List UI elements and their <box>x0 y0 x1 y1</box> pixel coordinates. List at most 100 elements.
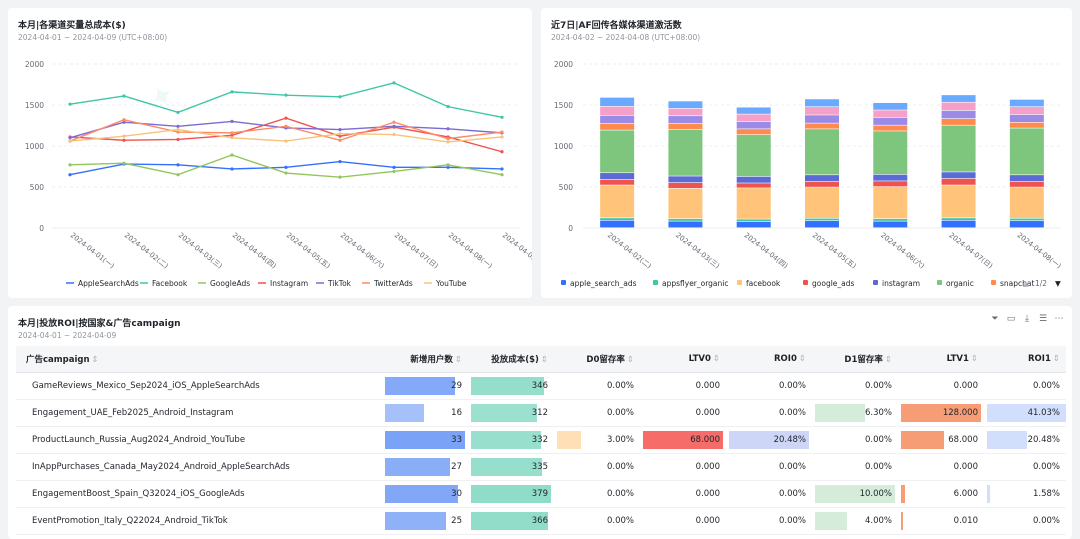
cell-ltv1: 0.010 <box>898 507 984 535</box>
cell-campaign: EventPromotion_Italy_Q22024_Android_TikT… <box>16 507 382 535</box>
line-y-tick-label: 2000 <box>25 60 44 69</box>
cell-value: 41.03% <box>1027 407 1060 418</box>
filter-icon[interactable]: ⏷ <box>991 314 999 324</box>
line-chart[interactable]: 0 500 1000 1500 2000 2024-04-01(一) 2024-04-02(… <box>8 8 532 298</box>
cell-value: 0.00% <box>1032 380 1060 391</box>
list-icon[interactable]: ☰ <box>1038 314 1048 324</box>
cell-cost: 332 <box>468 426 554 454</box>
cell-d1: 0.00% <box>812 453 898 481</box>
cell-value: 20.48% <box>773 434 806 445</box>
sort-icon[interactable]: ⇕ <box>798 353 806 364</box>
line-y-tick-label: 500 <box>30 183 45 192</box>
cell-value: 0.000 <box>953 461 978 472</box>
cell-bar-new_users <box>385 484 458 503</box>
line-point-GoogleAds <box>446 163 450 167</box>
bar-segment-google_ads <box>941 178 976 185</box>
column-header-ltv1[interactable]: LTV1 ⇕ <box>898 346 984 373</box>
line-point-Facebook <box>284 93 288 97</box>
table-row[interactable]: ProductLaunch_Russia_Aug2024_Android_You… <box>16 426 1066 454</box>
table-row[interactable]: InAppPurchases_Canada_May2024_Android_Ap… <box>16 453 1066 481</box>
stacked-bar-chart[interactable]: 0 500 1000 1500 2000 2024-04-02(二) 2024-04-03(… <box>541 8 1072 298</box>
sort-icon[interactable]: ⇕ <box>970 353 978 364</box>
cell-value: 0.00% <box>606 380 634 391</box>
column-header-roi0[interactable]: ROI0 ⇕ <box>726 346 812 373</box>
sort-icon[interactable]: ⇕ <box>1052 353 1060 364</box>
bar-legend-pager: 1/2 <box>1035 279 1047 288</box>
cell-value: 0.00% <box>864 380 892 391</box>
bar-segment-tiktok <box>600 115 635 124</box>
bar-segment-organic <box>805 129 839 175</box>
table-row[interactable]: GameReviews_Mexico_Sep2024_iOS_AppleSear… <box>16 372 1066 400</box>
bar-segment-tiktok <box>805 115 839 123</box>
bar-segment-appsflyer_organic <box>941 218 976 221</box>
cell-value: EngagementBoost_Spain_Q32024_iOS_GoogleA… <box>32 488 245 499</box>
cell-new_users: 16 <box>382 399 468 427</box>
bar-legend-label: facebook <box>746 279 781 288</box>
sort-icon[interactable]: ⇕ <box>540 354 548 365</box>
bar-segment-apple_search_ads <box>805 221 839 228</box>
cell-bar-d0 <box>557 430 581 449</box>
cell-bar-roi1 <box>987 403 1066 422</box>
table-row[interactable]: EventPromotion_Italy_Q22024_Android_TikT… <box>16 507 1066 535</box>
bar-segment-instagram <box>941 172 976 179</box>
cell-value: 29 <box>451 380 462 391</box>
line-point-TwitterAds <box>122 118 126 122</box>
table-row[interactable]: Engagement_UAE_Feb2025_Android_Instagram… <box>16 399 1066 427</box>
line-point-GoogleAds <box>176 173 180 177</box>
bar-segment-twitter <box>736 114 771 122</box>
column-header-label: LTV1 <box>946 353 969 364</box>
sort-icon[interactable]: ⇕ <box>884 354 892 365</box>
line-point-AppleSearchAds <box>338 159 342 164</box>
cell-bar-cost <box>471 376 545 395</box>
cell-ltv1: 68.000 <box>898 426 984 454</box>
line-chart-date-range: 2024-04-01 ~ 2024-04-09 (UTC+08:00) <box>18 33 168 42</box>
column-header-new_users[interactable]: 新增用户数 ⇕ <box>382 346 468 373</box>
bar-x-tick-label: 2024-04-07(日) <box>947 231 994 270</box>
column-header-label: D0留存率 <box>586 354 625 365</box>
table-scroll-area[interactable]: 广告campaign ⇕ 新增用户数 ⇕ 投放成本($) ⇕ D0留存率 ⇕ LTV0 ⇕ ROI0… <box>16 346 1066 539</box>
cell-cost: 366 <box>468 507 554 535</box>
bar-segment-twitter <box>1009 107 1044 115</box>
bar-x-tick-label: 2024-04-05(五) <box>811 231 858 270</box>
bar-segment-youtube <box>941 95 976 102</box>
table-row[interactable]: EngagementBoost_Spain_Q32024_iOS_GoogleA… <box>16 480 1066 508</box>
sort-icon[interactable]: ⇕ <box>626 354 634 365</box>
cell-roi0: 0.00% <box>726 507 812 535</box>
more-icon[interactable]: ⋯ <box>1054 314 1064 324</box>
download-icon[interactable]: ⤓ <box>1025 314 1029 324</box>
sort-icon[interactable]: ⇕ <box>91 354 99 365</box>
column-header-d0[interactable]: D0留存率 ⇕ <box>554 346 640 373</box>
cell-value: 0.000 <box>695 461 720 472</box>
sort-icon[interactable]: ⇕ <box>712 353 720 364</box>
line-x-tick-label: 2024-04-08(一) <box>447 231 494 270</box>
bar-segment-google_ads <box>668 182 703 189</box>
cell-bar-new_users <box>385 430 465 449</box>
column-header-d1[interactable]: D1留存率 ⇕ <box>812 346 898 373</box>
calendar-icon[interactable]: ▭ <box>1006 314 1016 324</box>
cell-d1: 0.00% <box>812 372 898 400</box>
sort-icon[interactable]: ⇕ <box>454 354 462 365</box>
cell-campaign: InAppPurchases_Canada_May2024_Android_Ap… <box>16 453 382 481</box>
column-header-cost[interactable]: 投放成本($) ⇕ <box>468 346 554 373</box>
column-header-campaign[interactable]: 广告campaign ⇕ <box>16 346 382 373</box>
bar-segment-youtube <box>1009 99 1044 107</box>
column-header-roi1[interactable]: ROI1 ⇕ <box>984 346 1066 373</box>
legend-prev-icon[interactable]: ▲ <box>1023 279 1029 288</box>
bar-segment-apple_search_ads <box>1009 221 1044 228</box>
column-header-label: D1留存率 <box>844 354 883 365</box>
line-point-TikTok <box>338 128 342 132</box>
column-header-ltv0[interactable]: LTV0 ⇕ <box>640 346 726 373</box>
bar-legend-swatch-appsflyer_organic <box>653 280 658 285</box>
line-point-TwitterAds <box>392 120 396 124</box>
cell-new_users: 27 <box>382 453 468 481</box>
line-point-TikTok <box>122 120 126 124</box>
bar-segment-organic <box>600 130 635 173</box>
bar-segment-facebook <box>805 187 839 218</box>
bar-segment-appsflyer_organic <box>736 219 771 222</box>
legend-next-icon[interactable]: ▼ <box>1055 279 1061 288</box>
bar-segment-apple_search_ads <box>941 220 976 228</box>
cell-cost: 379 <box>468 480 554 508</box>
cell-roi1: 1.58% <box>984 480 1066 508</box>
cell-value: 0.00% <box>778 488 806 499</box>
bar-segment-instagram <box>805 175 839 182</box>
